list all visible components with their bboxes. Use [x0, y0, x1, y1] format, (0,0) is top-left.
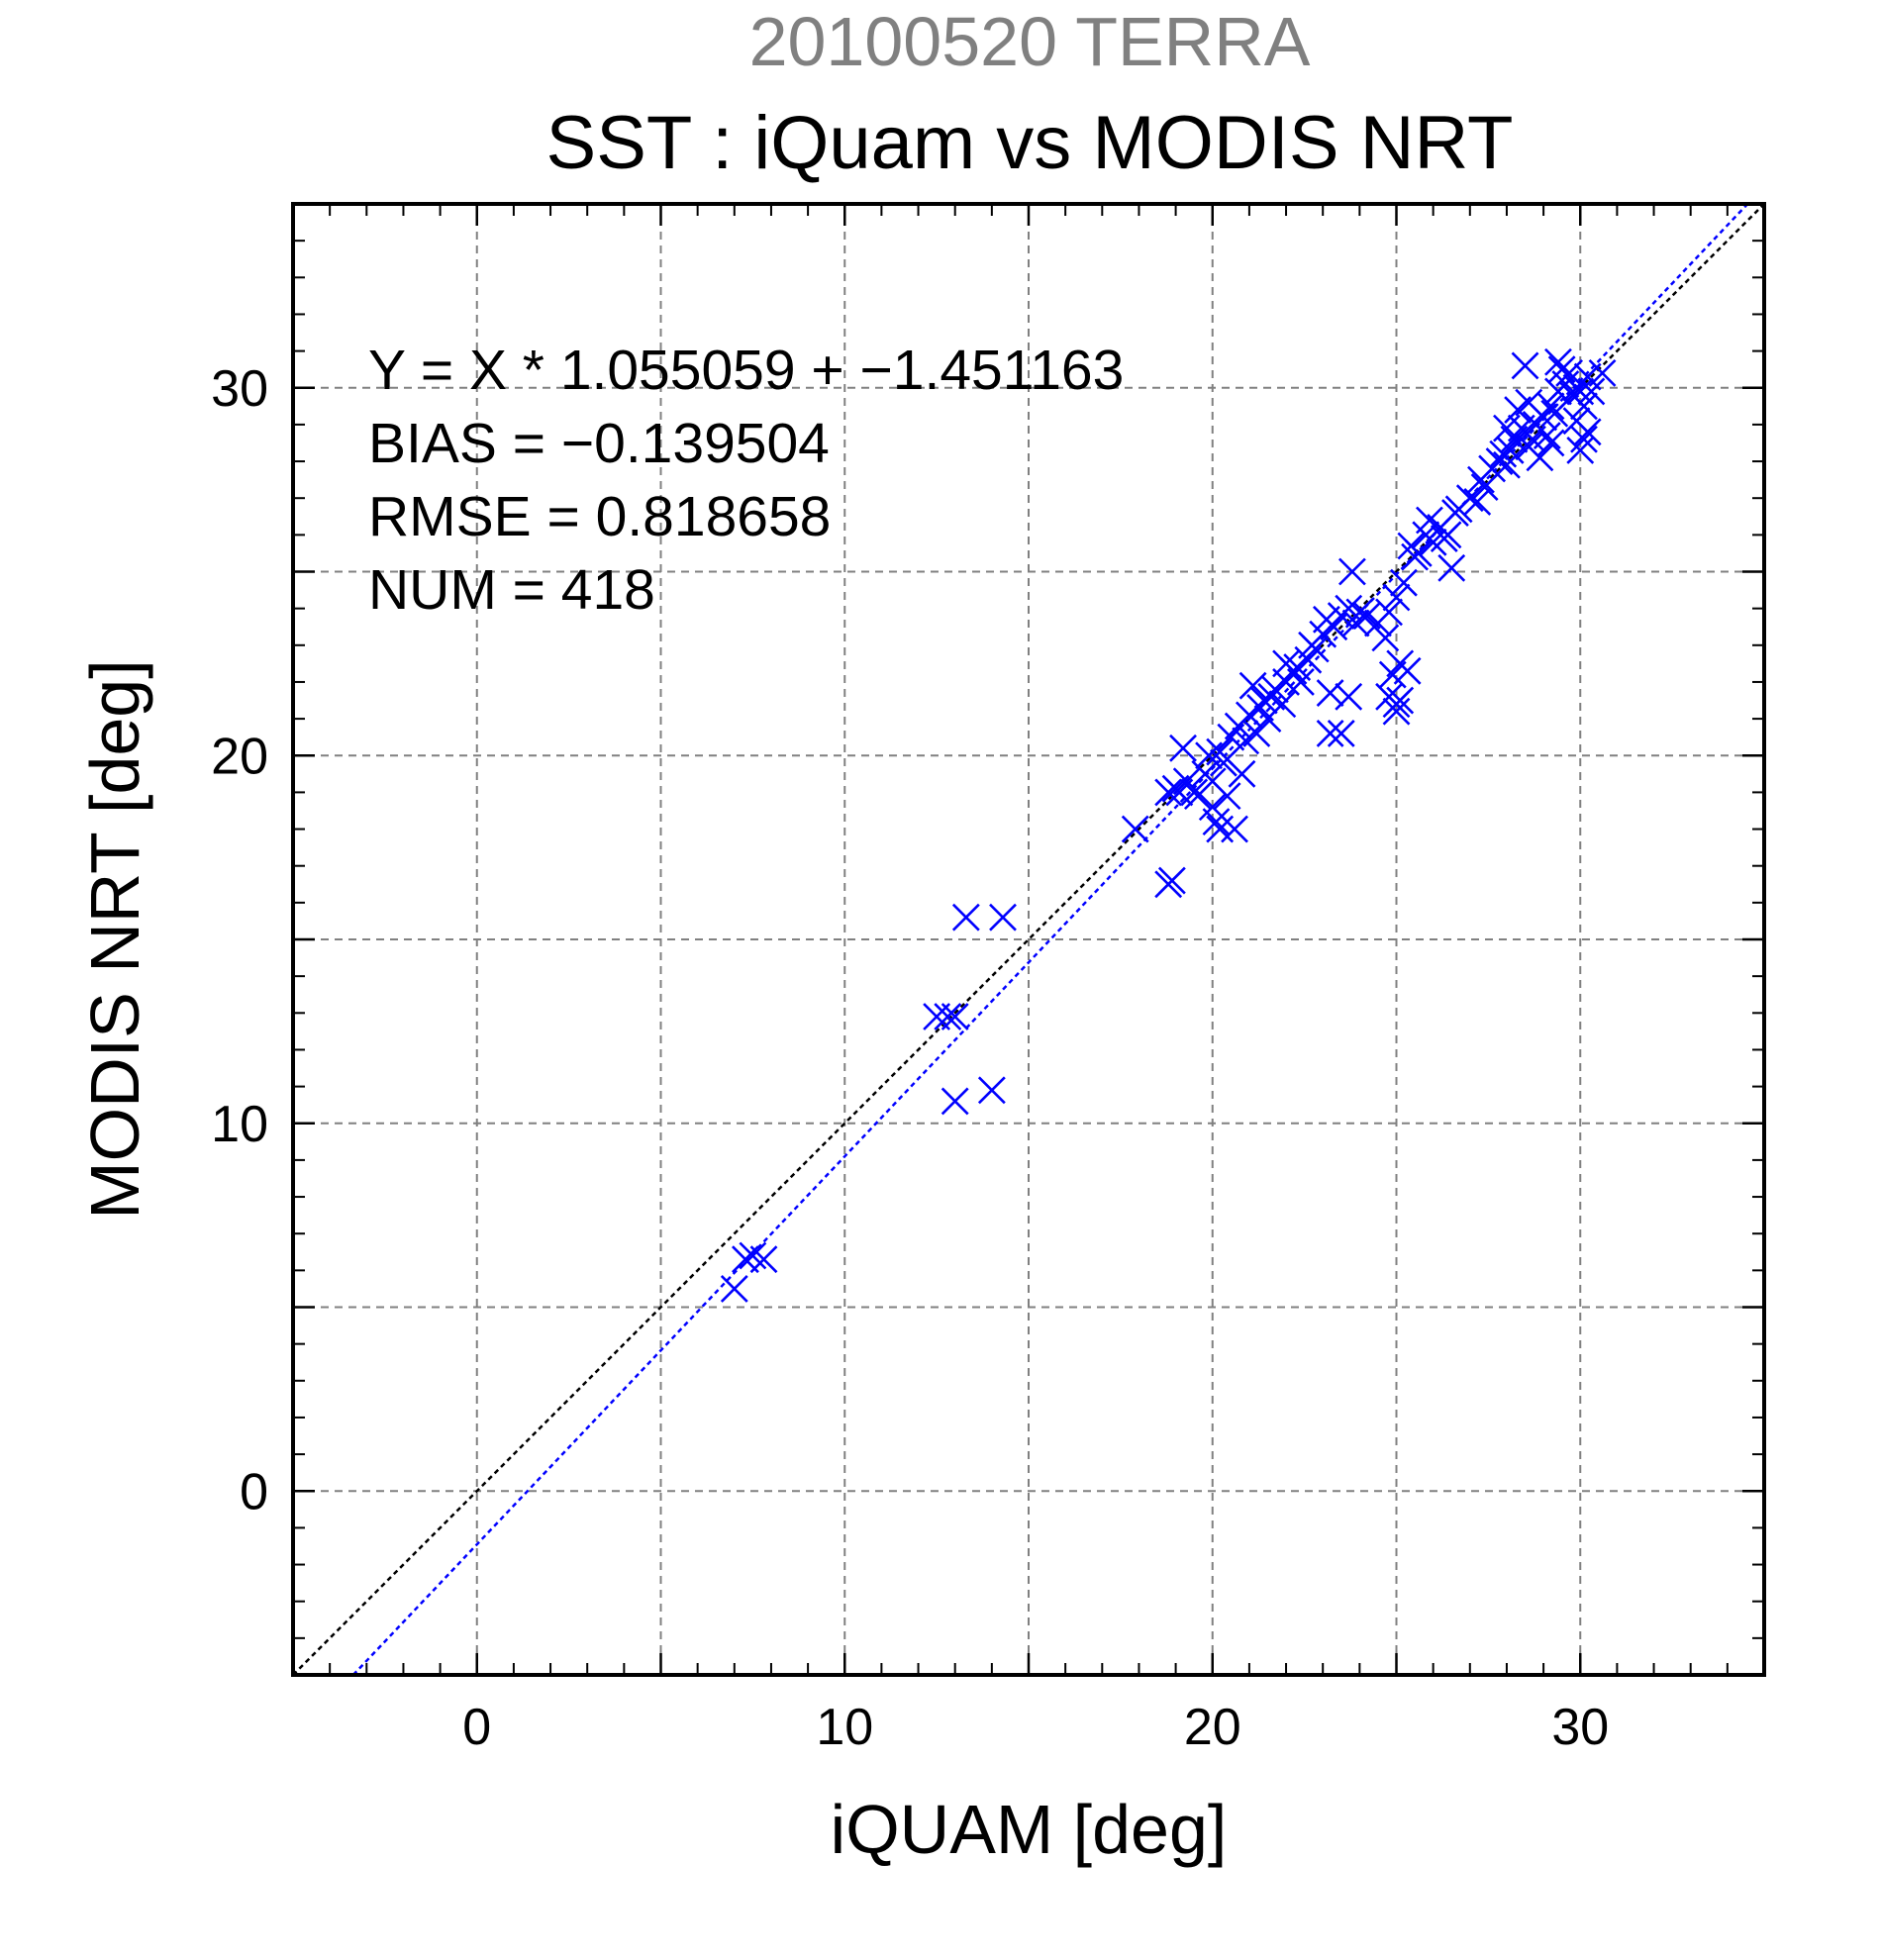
data-point: [1375, 598, 1403, 627]
data-point: [739, 1241, 767, 1270]
data-point: [1562, 407, 1591, 436]
data-point: [1496, 436, 1525, 464]
data-point: [1316, 679, 1344, 708]
data-point: [1198, 767, 1227, 796]
data-point: [1511, 351, 1539, 380]
data-point: [1206, 815, 1235, 843]
data-point: [1526, 443, 1554, 472]
data-point: [1470, 473, 1499, 501]
data-point: [1386, 686, 1415, 715]
data-point: [1536, 429, 1565, 457]
data-point: [1157, 866, 1186, 895]
data-point: [1327, 720, 1355, 747]
data-point: [1540, 399, 1569, 428]
data-point: [1121, 815, 1149, 843]
data-point: [1390, 568, 1418, 597]
stats-rmse: RMSE = 0.818658: [368, 485, 831, 548]
x-tick-label: 10: [816, 1699, 873, 1756]
data-point: [1272, 649, 1300, 678]
data-point: [1335, 682, 1363, 711]
data-point: [1393, 656, 1422, 685]
data-point: [1430, 525, 1458, 552]
data-point: [934, 1003, 962, 1030]
data-point: [1467, 465, 1495, 494]
data-point: [1519, 425, 1546, 453]
data-point: [1206, 737, 1235, 766]
data-point: [1375, 682, 1403, 711]
data-point: [989, 903, 1017, 931]
x-tick-labels: 0 10 20 30: [462, 1699, 1609, 1756]
data-point: [1419, 528, 1447, 556]
stats-count: NUM = 418: [368, 558, 655, 622]
data-point: [940, 1003, 969, 1030]
data-point: [1338, 557, 1366, 586]
data-point: [1169, 734, 1197, 762]
data-point: [1371, 624, 1400, 652]
data-point: [940, 1087, 969, 1116]
data-point: [1515, 388, 1543, 417]
data-point: [1570, 392, 1598, 421]
data-points: [720, 347, 1617, 1303]
y-axis-label: MODIS NRT [deg]: [76, 659, 153, 1219]
data-point: [1566, 436, 1595, 464]
x-axis-label: iQUAM [deg]: [831, 1791, 1228, 1868]
data-point: [1316, 720, 1344, 747]
plot-frame: [291, 202, 1766, 1677]
data-point: [1268, 690, 1297, 719]
data-point: [1209, 748, 1238, 777]
y-tick-labels: 0 10 20 30: [211, 360, 268, 1521]
data-point: [1238, 671, 1267, 700]
y-tick-label: 0: [240, 1463, 268, 1520]
data-point: [1382, 583, 1411, 612]
stats-regression: Y = X * 1.055059 + −1.451163: [368, 339, 1124, 402]
x-tick-label: 20: [1184, 1699, 1241, 1756]
data-point: [1345, 598, 1374, 627]
data-point: [1577, 377, 1606, 406]
data-point: [1228, 759, 1256, 788]
data-point: [1437, 553, 1466, 582]
chart-date-title: 20100520 TERRA: [749, 3, 1311, 80]
data-point: [1544, 347, 1572, 376]
y-tick-label: 30: [211, 360, 268, 418]
data-point: [720, 1275, 748, 1303]
data-point: [1221, 815, 1248, 843]
data-point: [1441, 499, 1469, 527]
data-point: [1416, 506, 1443, 535]
data-point: [1382, 697, 1411, 726]
data-point: [1283, 653, 1312, 682]
stats-bias: BIAS = −0.139504: [368, 412, 830, 475]
data-point: [1463, 487, 1492, 516]
y-tick-label: 20: [211, 728, 268, 785]
data-point: [1202, 808, 1231, 836]
data-point: [749, 1245, 778, 1274]
y-tick-label: 10: [211, 1096, 268, 1153]
data-point: [1242, 720, 1271, 747]
data-point: [977, 1076, 1006, 1105]
data-point: [1195, 741, 1223, 770]
x-tick-label: 30: [1551, 1699, 1609, 1756]
data-point: [1154, 778, 1183, 807]
x-tick-label: 0: [462, 1699, 491, 1756]
data-point: [1335, 594, 1363, 623]
data-point: [1547, 355, 1576, 384]
data-point: [1489, 440, 1518, 468]
chart-title: SST : iQuam vs MODIS NRT: [546, 101, 1514, 185]
grid-lines: [293, 204, 1764, 1675]
data-point: [1493, 414, 1521, 442]
data-point: [1536, 392, 1565, 421]
stats-box: Y = X * 1.055059 + −1.451163 BIAS = −0.1…: [368, 339, 1124, 622]
data-point: [1570, 425, 1598, 453]
data-point: [1588, 358, 1617, 387]
data-point: [951, 903, 980, 931]
data-point: [1401, 542, 1429, 571]
